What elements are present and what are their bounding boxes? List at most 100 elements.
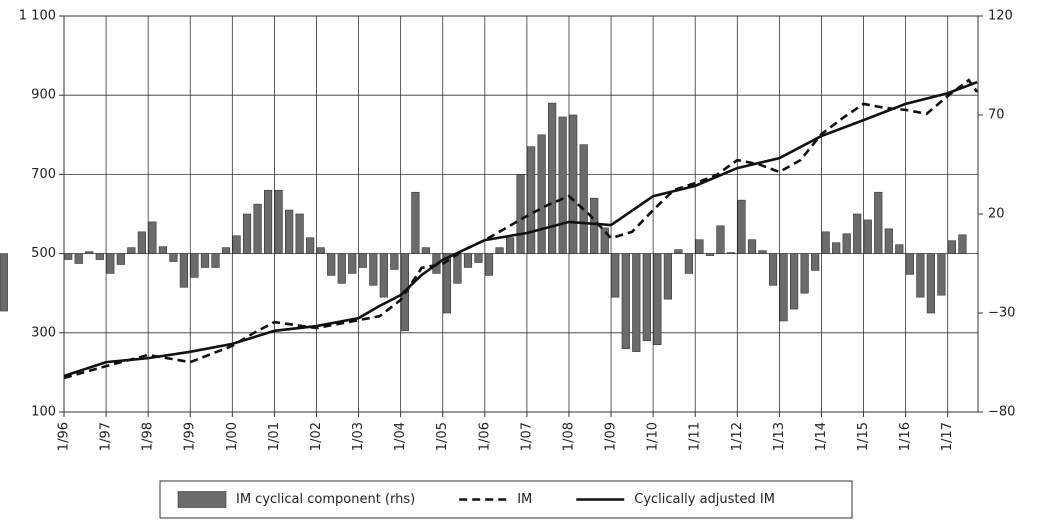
bar bbox=[211, 253, 220, 268]
bar bbox=[632, 253, 641, 352]
bar bbox=[285, 209, 294, 254]
bar bbox=[611, 253, 620, 298]
bar bbox=[369, 253, 378, 286]
x-tick-label: 1/01 bbox=[267, 422, 282, 451]
x-tick-label: 1/11 bbox=[688, 422, 703, 451]
bar bbox=[884, 228, 893, 254]
bar bbox=[274, 189, 283, 254]
bar bbox=[905, 253, 914, 275]
x-tick-label: 1/97 bbox=[99, 422, 114, 451]
bar bbox=[179, 253, 189, 288]
bar bbox=[116, 253, 125, 265]
bar bbox=[158, 246, 167, 254]
bar bbox=[463, 253, 473, 268]
bar bbox=[348, 253, 357, 274]
bar bbox=[842, 233, 851, 254]
x-tick-label: 1/96 bbox=[57, 422, 72, 451]
bar bbox=[253, 203, 262, 254]
bar bbox=[790, 253, 799, 310]
bar bbox=[947, 240, 956, 254]
bar bbox=[421, 247, 430, 254]
bar bbox=[74, 253, 83, 264]
x-tick-label: 1/02 bbox=[309, 422, 324, 451]
bar bbox=[358, 253, 367, 268]
bar bbox=[95, 253, 104, 260]
bar bbox=[600, 227, 609, 254]
x-tick-label: 1/08 bbox=[561, 422, 576, 451]
bar bbox=[442, 253, 452, 314]
bar bbox=[453, 253, 462, 284]
x-tick-label: 1/17 bbox=[940, 422, 955, 451]
x-tick-label: 1/03 bbox=[351, 422, 366, 451]
bar bbox=[653, 253, 662, 345]
bar bbox=[516, 174, 525, 254]
x-tick-label: 1/09 bbox=[604, 422, 619, 451]
y-tick-label: 300 bbox=[31, 325, 56, 340]
bar bbox=[527, 146, 536, 254]
bar bbox=[316, 247, 325, 254]
bar bbox=[642, 253, 651, 342]
y2-tick-label: −80 bbox=[988, 405, 1015, 420]
x-tick-label: 1/15 bbox=[856, 422, 871, 451]
bar bbox=[874, 191, 883, 254]
x-tick-label: 1/12 bbox=[730, 422, 745, 451]
x-tick-label: 1/04 bbox=[393, 422, 408, 451]
bar bbox=[926, 253, 935, 314]
y-tick-label: 700 bbox=[31, 167, 56, 182]
bar bbox=[64, 253, 73, 260]
bar bbox=[958, 234, 967, 254]
bar bbox=[779, 253, 788, 322]
bar bbox=[590, 197, 599, 254]
bar bbox=[558, 116, 567, 254]
bar bbox=[811, 253, 820, 271]
x-tick-label: 1/16 bbox=[898, 422, 913, 451]
x-tick-label: 1/98 bbox=[141, 422, 156, 451]
y2-tick-label: 20 bbox=[988, 207, 1005, 222]
bar bbox=[548, 102, 557, 254]
bar bbox=[895, 244, 904, 254]
bar bbox=[800, 253, 809, 294]
y2-tick-label: 70 bbox=[988, 108, 1005, 123]
bar bbox=[853, 213, 862, 254]
bar bbox=[726, 252, 736, 254]
bar bbox=[306, 237, 315, 254]
bar bbox=[821, 231, 830, 254]
bar bbox=[200, 253, 210, 268]
bar bbox=[474, 253, 483, 263]
x-tick-label: 1/00 bbox=[225, 422, 240, 451]
bar bbox=[863, 219, 872, 254]
plot-frame bbox=[63, 15, 979, 413]
x-tick-label: 1/07 bbox=[519, 422, 534, 451]
bar bbox=[242, 213, 252, 254]
bar bbox=[85, 251, 94, 254]
bar bbox=[537, 134, 546, 254]
bar bbox=[674, 249, 683, 254]
bar bbox=[337, 253, 346, 284]
bar bbox=[190, 253, 199, 278]
bar bbox=[137, 231, 146, 254]
bar bbox=[484, 253, 494, 276]
x-tick-label: 1/06 bbox=[477, 422, 492, 451]
bar bbox=[264, 189, 273, 254]
x-tick-label: 1/14 bbox=[814, 422, 829, 451]
y-tick-label: 500 bbox=[31, 246, 56, 261]
y2-tick-label: −30 bbox=[988, 306, 1015, 321]
bar bbox=[916, 253, 925, 298]
bar bbox=[148, 221, 157, 254]
legend-label: IM cyclical component (rhs) bbox=[236, 492, 415, 507]
x-tick-label: 1/10 bbox=[646, 422, 661, 451]
y-tick-label: 1 100 bbox=[19, 9, 56, 24]
bar bbox=[758, 250, 767, 254]
bar bbox=[768, 253, 778, 286]
x-tick-label: 1/05 bbox=[435, 422, 450, 451]
bar bbox=[621, 253, 630, 349]
bar bbox=[411, 191, 420, 254]
bar bbox=[747, 239, 757, 254]
bar bbox=[705, 253, 715, 256]
legend: IM cyclical component (rhs) IM Cyclically … bbox=[159, 480, 853, 519]
bar bbox=[684, 253, 693, 274]
bar bbox=[832, 242, 841, 254]
bar bbox=[390, 253, 399, 270]
y-tick-label: 100 bbox=[31, 405, 56, 420]
